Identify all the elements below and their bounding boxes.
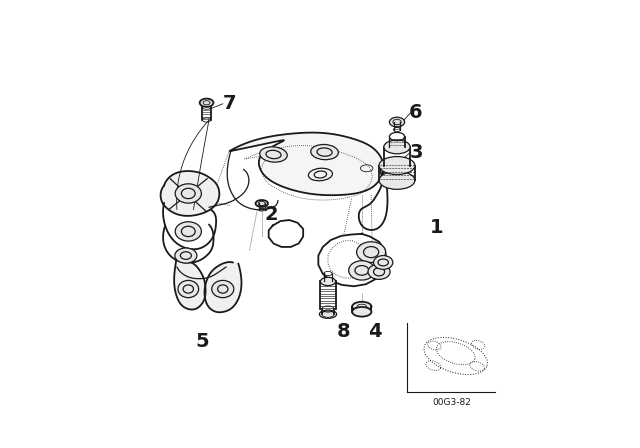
Polygon shape [204, 262, 241, 312]
Text: 6: 6 [409, 103, 423, 122]
Text: 8: 8 [337, 322, 350, 341]
Ellipse shape [311, 144, 339, 159]
Ellipse shape [379, 156, 415, 174]
Ellipse shape [175, 248, 197, 263]
Ellipse shape [349, 261, 375, 280]
Ellipse shape [319, 310, 337, 319]
Ellipse shape [352, 302, 371, 311]
Ellipse shape [356, 242, 386, 263]
Text: 1: 1 [430, 219, 444, 237]
Ellipse shape [384, 140, 410, 154]
Ellipse shape [389, 117, 404, 127]
Ellipse shape [352, 307, 371, 317]
Ellipse shape [212, 280, 234, 297]
Ellipse shape [374, 255, 393, 269]
Ellipse shape [175, 222, 202, 241]
Ellipse shape [175, 184, 202, 203]
Text: 00G3-82: 00G3-82 [432, 398, 471, 407]
Ellipse shape [379, 172, 415, 190]
Text: 4: 4 [368, 322, 381, 341]
Polygon shape [174, 260, 205, 310]
Ellipse shape [368, 264, 390, 280]
Ellipse shape [260, 147, 287, 162]
Ellipse shape [255, 200, 268, 207]
Text: 2: 2 [264, 205, 278, 224]
Polygon shape [161, 171, 220, 216]
Polygon shape [230, 133, 383, 195]
Text: 7: 7 [223, 94, 236, 113]
Ellipse shape [200, 99, 214, 107]
Ellipse shape [321, 277, 335, 285]
Text: 3: 3 [409, 142, 422, 162]
Ellipse shape [178, 280, 198, 297]
Text: 5: 5 [195, 332, 209, 351]
